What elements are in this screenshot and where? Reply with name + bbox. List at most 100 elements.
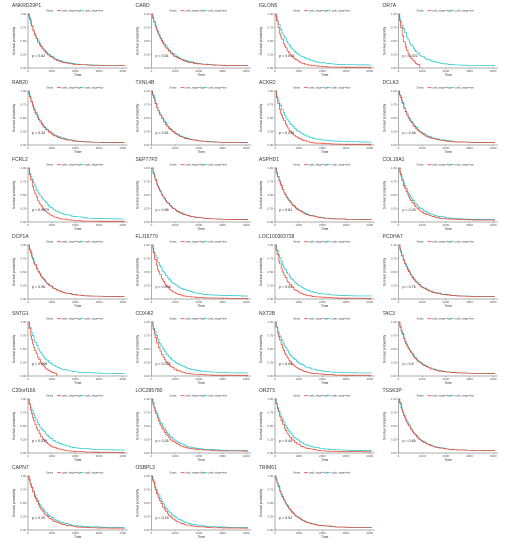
x-tick-label: 3000 xyxy=(96,300,103,304)
y-tick-label: 0.00 xyxy=(267,220,273,224)
legend: Strata path_stage=high path_stage=low xyxy=(417,163,474,167)
legend-entry: path_stage=high xyxy=(62,317,82,321)
survival-curve-high xyxy=(28,475,125,529)
panel-title: TSSK3P xyxy=(383,388,403,394)
y-tick-label: 0.25 xyxy=(391,438,397,442)
plot-area xyxy=(275,168,375,222)
x-tick-label: 3000 xyxy=(343,300,350,304)
y-tick-label: 0.50 xyxy=(20,39,26,43)
y-axis-label: Survival probability xyxy=(136,334,140,363)
y-tick-label: 0.75 xyxy=(20,488,26,492)
y-tick-label: 0.00 xyxy=(144,220,150,224)
x-tick-label: 3000 xyxy=(343,146,350,150)
legend-title: Strata xyxy=(293,317,300,321)
plot-area xyxy=(151,168,251,222)
p-value-label: p = 0.26 xyxy=(156,439,169,443)
y-tick-label: 0.25 xyxy=(267,207,273,211)
x-tick-label: 1000 xyxy=(172,531,179,535)
km-panel: OR2T5 Strata path_stage=high path_stage=low… xyxy=(259,388,375,462)
y-tick-label: 0.25 xyxy=(20,438,26,442)
survival-curve-high xyxy=(275,167,372,220)
y-axis-label: Survival probability xyxy=(12,257,16,286)
survival-curve-high xyxy=(151,244,249,299)
p-value-label: p = 0.65 xyxy=(403,439,416,443)
x-axis-label: Time xyxy=(321,381,329,385)
y-tick-label: 0.50 xyxy=(20,501,26,505)
legend-entry: path_stage=high xyxy=(309,9,329,13)
km-panel: SEPT7P2 Strata path_stage=high path_stage=l… xyxy=(136,157,251,231)
y-tick-label: 0.75 xyxy=(20,103,26,107)
plot-area xyxy=(28,322,128,376)
y-tick-label: 0.00 xyxy=(20,297,26,301)
legend: Strata path_stage=high path_stage=low xyxy=(417,9,474,13)
legend-entry: path_stage=high xyxy=(309,394,329,398)
plot-area xyxy=(28,91,128,145)
survival-curve-high xyxy=(28,321,57,376)
survival-curve-high xyxy=(151,475,249,529)
legend-title: Strata xyxy=(170,317,177,321)
x-tick-label: 0 xyxy=(274,223,276,227)
p-value-label: p = 0.86 xyxy=(156,208,169,212)
y-tick-label: 1.00 xyxy=(144,89,150,93)
legend-title: Strata xyxy=(293,240,300,244)
legend-title: Strata xyxy=(170,394,177,398)
legend-entry: path_stage=high xyxy=(62,240,82,244)
survival-curve-high xyxy=(28,90,125,143)
x-tick-label: 1000 xyxy=(295,300,302,304)
x-tick-label: 0 xyxy=(274,300,276,304)
plot-area xyxy=(398,245,498,299)
x-axis-label: Time xyxy=(321,73,329,77)
legend-entry: path_stage=low xyxy=(85,394,103,398)
plot-area xyxy=(275,476,375,530)
p-value-label: p = 0.03 xyxy=(279,285,292,289)
x-axis-label: Time xyxy=(74,150,82,154)
x-tick-label: 4000 xyxy=(366,300,373,304)
p-value-label: p = 0.51 xyxy=(156,131,169,135)
p-value-label: p = 0.015 xyxy=(156,362,171,366)
x-tick-label: 4000 xyxy=(243,146,250,150)
survival-curve-low xyxy=(151,321,249,374)
legend: Strata path_stage=high path_stage=low xyxy=(46,9,103,13)
legend-title: Strata xyxy=(293,394,300,398)
km-panel: ANKRD29P1 Strata path_stage=high path_stage… xyxy=(12,3,128,77)
y-tick-label: 0.25 xyxy=(20,207,26,211)
legend: Strata path_stage=high path_stage=low xyxy=(170,86,227,90)
survival-curve-high xyxy=(398,321,496,375)
y-tick-label: 0.00 xyxy=(267,374,273,378)
y-tick-label: 0.00 xyxy=(144,143,150,147)
x-tick-label: 1000 xyxy=(295,531,302,535)
plot-area xyxy=(398,322,498,376)
legend-entry: path_stage=low xyxy=(332,240,350,244)
x-tick-label: 2000 xyxy=(196,454,203,458)
legend-entry: path_stage=low xyxy=(456,240,474,244)
y-tick-label: 0.00 xyxy=(144,66,150,70)
y-tick-label: 1.00 xyxy=(267,166,273,170)
legend-title: Strata xyxy=(417,86,424,90)
x-tick-label: 1000 xyxy=(48,146,55,150)
legend-entry: path_stage=high xyxy=(309,86,329,90)
y-tick-label: 0.75 xyxy=(20,257,26,261)
y-tick-label: 1.00 xyxy=(267,243,273,247)
x-tick-label: 1000 xyxy=(172,300,179,304)
y-tick-label: 1.00 xyxy=(144,166,150,170)
survival-curve-high xyxy=(28,398,125,453)
y-tick-label: 1.00 xyxy=(20,320,26,324)
survival-curve-low xyxy=(275,398,372,451)
panel-title: DCLK3 xyxy=(383,80,399,86)
survival-curve-low xyxy=(275,13,372,66)
x-tick-label: 2000 xyxy=(196,69,203,73)
x-tick-label: 2000 xyxy=(196,146,203,150)
legend-title: Strata xyxy=(417,240,424,244)
panel-title: LOC285780 xyxy=(136,388,163,394)
x-tick-label: 2000 xyxy=(443,377,450,381)
legend-title: Strata xyxy=(46,471,53,475)
y-axis-label: Survival probability xyxy=(383,26,387,55)
y-tick-label: 0.50 xyxy=(391,39,397,43)
x-tick-label: 4000 xyxy=(490,377,497,381)
legend-title: Strata xyxy=(417,9,424,13)
x-tick-label: 4000 xyxy=(243,454,250,458)
x-tick-label: 3000 xyxy=(96,531,103,535)
x-tick-label: 2000 xyxy=(196,531,203,535)
km-panel: CARD Strata path_stage=high path_stage=low 0… xyxy=(136,3,251,77)
legend-entry: path_stage=high xyxy=(186,163,206,167)
